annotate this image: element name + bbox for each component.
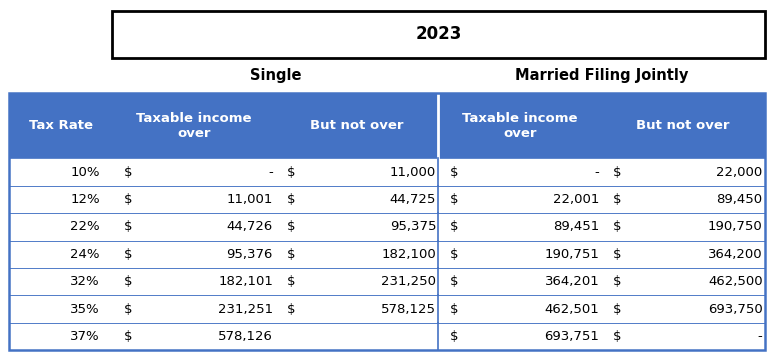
Text: 190,751: 190,751 xyxy=(544,248,599,261)
Text: 578,125: 578,125 xyxy=(381,303,436,316)
Text: 24%: 24% xyxy=(70,248,99,261)
Text: 693,751: 693,751 xyxy=(544,330,599,343)
Text: $: $ xyxy=(123,303,132,316)
Text: $: $ xyxy=(613,193,621,206)
Text: Single: Single xyxy=(250,68,301,83)
Text: 22,000: 22,000 xyxy=(716,165,763,178)
Text: 364,201: 364,201 xyxy=(544,275,599,288)
Text: 95,375: 95,375 xyxy=(389,220,436,233)
Text: $: $ xyxy=(123,330,132,343)
Bar xyxy=(9,186,765,213)
Text: 35%: 35% xyxy=(70,303,99,316)
Text: -: - xyxy=(758,330,763,343)
Text: Taxable income
over: Taxable income over xyxy=(136,112,251,140)
Text: $: $ xyxy=(287,193,295,206)
Bar xyxy=(9,323,765,350)
Text: 89,451: 89,451 xyxy=(553,220,599,233)
Text: $: $ xyxy=(613,303,621,316)
Text: 578,126: 578,126 xyxy=(218,330,273,343)
Text: $: $ xyxy=(123,165,132,178)
Text: $: $ xyxy=(449,165,458,178)
Text: Tax Rate: Tax Rate xyxy=(29,119,93,132)
Text: $: $ xyxy=(613,165,621,178)
Text: But not over: But not over xyxy=(310,119,403,132)
Text: 462,500: 462,500 xyxy=(708,275,763,288)
Text: 190,750: 190,750 xyxy=(708,220,763,233)
Text: 462,501: 462,501 xyxy=(544,303,599,316)
Bar xyxy=(9,241,765,268)
Text: 182,101: 182,101 xyxy=(218,275,273,288)
Text: $: $ xyxy=(449,193,458,206)
Text: $: $ xyxy=(613,248,621,261)
Text: 10%: 10% xyxy=(70,165,99,178)
Text: Married Filing Jointly: Married Filing Jointly xyxy=(515,68,689,83)
Text: $: $ xyxy=(449,303,458,316)
Text: 364,200: 364,200 xyxy=(708,248,763,261)
Bar xyxy=(112,11,765,58)
Text: $: $ xyxy=(287,165,295,178)
Text: $: $ xyxy=(287,303,295,316)
Text: 22,001: 22,001 xyxy=(553,193,599,206)
Text: $: $ xyxy=(123,275,132,288)
Bar xyxy=(9,295,765,323)
Bar xyxy=(9,93,765,350)
Text: 37%: 37% xyxy=(70,330,99,343)
Text: $: $ xyxy=(449,330,458,343)
Text: $: $ xyxy=(123,193,132,206)
Text: 11,001: 11,001 xyxy=(227,193,273,206)
Bar xyxy=(9,93,765,158)
Text: But not over: But not over xyxy=(637,119,730,132)
Text: $: $ xyxy=(287,220,295,233)
Text: 44,726: 44,726 xyxy=(227,220,273,233)
Text: $: $ xyxy=(449,248,458,261)
Text: $: $ xyxy=(613,220,621,233)
Bar xyxy=(9,268,765,295)
Text: 693,750: 693,750 xyxy=(708,303,763,316)
Text: $: $ xyxy=(449,220,458,233)
Text: $: $ xyxy=(613,275,621,288)
Text: $: $ xyxy=(613,330,621,343)
Text: $: $ xyxy=(287,248,295,261)
Text: 89,450: 89,450 xyxy=(716,193,763,206)
Text: 231,251: 231,251 xyxy=(218,303,273,316)
Text: 32%: 32% xyxy=(70,275,99,288)
Text: 11,000: 11,000 xyxy=(390,165,436,178)
Text: $: $ xyxy=(123,248,132,261)
Text: 95,376: 95,376 xyxy=(227,248,273,261)
Text: 22%: 22% xyxy=(70,220,99,233)
Bar xyxy=(9,213,765,241)
Text: 44,725: 44,725 xyxy=(390,193,436,206)
Text: $: $ xyxy=(123,220,132,233)
Text: -: - xyxy=(594,165,599,178)
Text: Taxable income
over: Taxable income over xyxy=(463,112,577,140)
Text: 231,250: 231,250 xyxy=(381,275,436,288)
Text: 2023: 2023 xyxy=(416,25,462,43)
Bar xyxy=(9,158,765,186)
Text: 182,100: 182,100 xyxy=(382,248,436,261)
Text: -: - xyxy=(268,165,273,178)
Text: 12%: 12% xyxy=(70,193,99,206)
Text: $: $ xyxy=(449,275,458,288)
Text: $: $ xyxy=(287,275,295,288)
